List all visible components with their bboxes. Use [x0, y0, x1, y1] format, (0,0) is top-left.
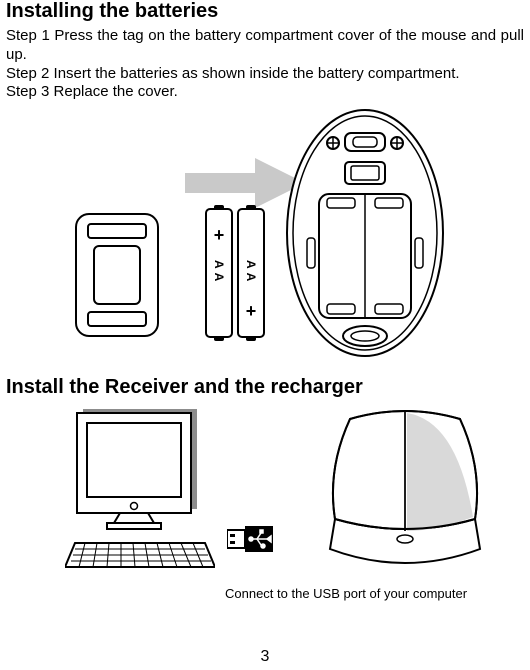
batteries-icon: + AA + + AA + — [205, 208, 265, 338]
step-3: Step 3 Replace the cover. — [6, 83, 524, 102]
mouse-underside-icon — [285, 108, 445, 358]
step-2: Step 2 Insert the batteries as shown ins… — [6, 65, 524, 84]
figure-receiver: Connect to the USB port of your computer — [25, 409, 505, 629]
step-1: Step 1 Press the tag on the battery comp… — [6, 27, 524, 65]
computer-icon — [65, 409, 215, 569]
receiver-icon — [325, 409, 485, 574]
battery-aa-icon: + AA + — [237, 208, 265, 338]
compartment-cover-icon — [75, 213, 159, 337]
usb-caption: Connect to the USB port of your computer — [225, 586, 467, 601]
section2-title: Install the Receiver and the recharger — [6, 376, 524, 399]
battery-aa-icon: + AA + — [205, 208, 233, 338]
usb-plug-icon — [227, 524, 275, 554]
page-number: 3 — [0, 648, 530, 666]
section1-title: Installing the batteries — [6, 0, 524, 23]
figure-batteries: + AA + + AA + — [75, 108, 455, 368]
